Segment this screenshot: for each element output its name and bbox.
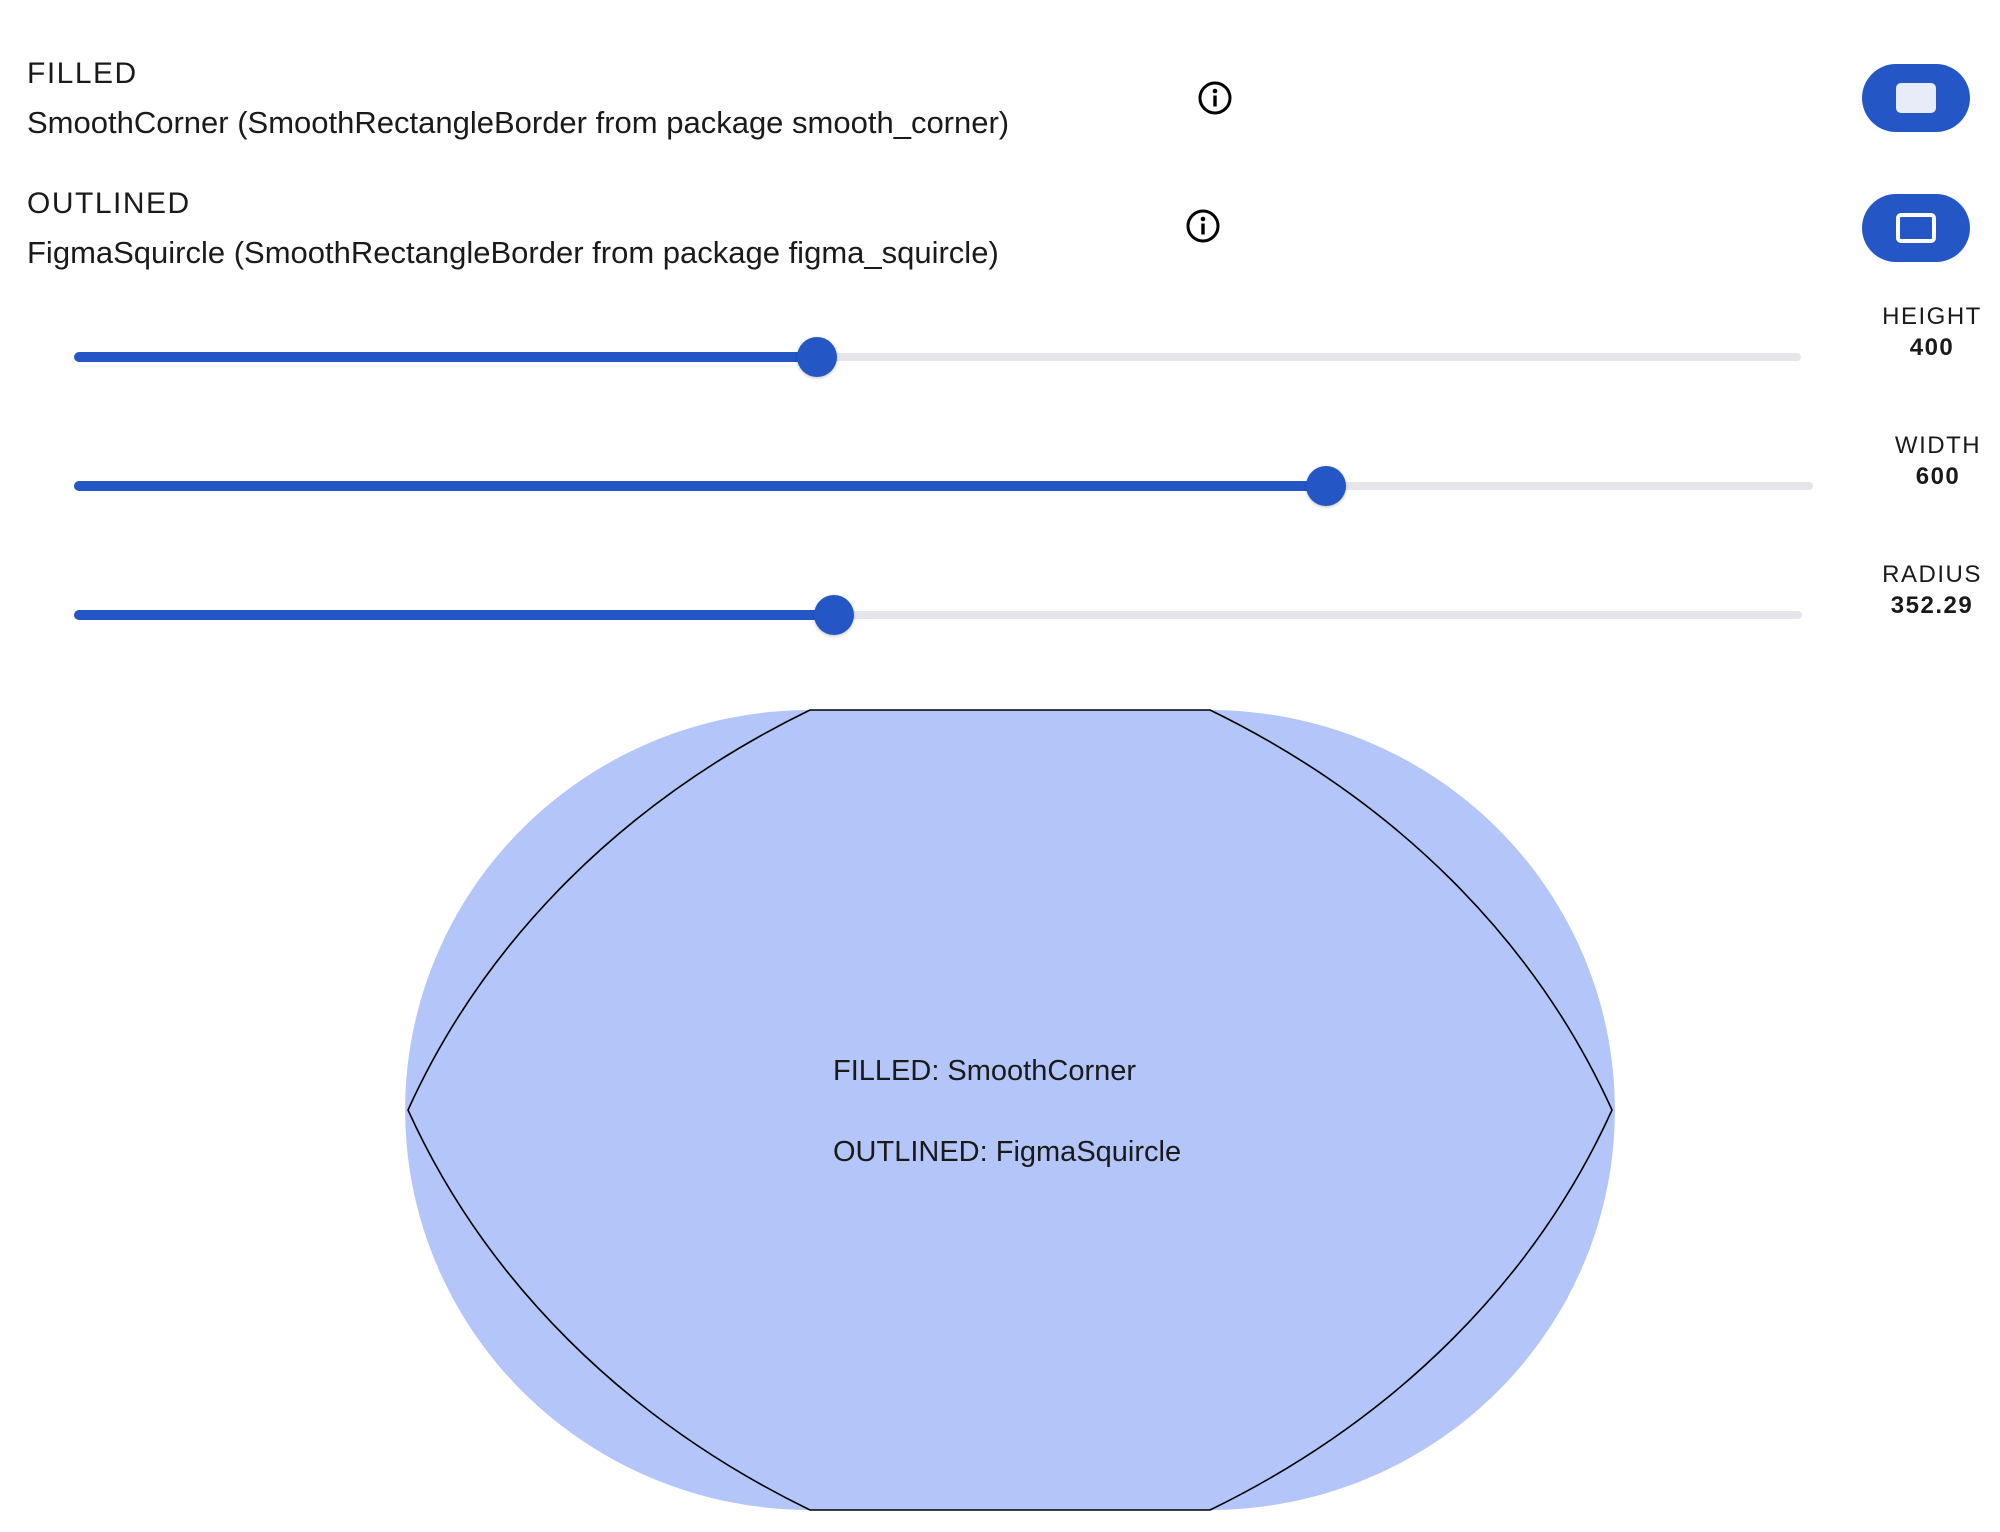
filled-label: FILLED bbox=[27, 57, 138, 90]
filled-toggle-button[interactable] bbox=[1862, 64, 1970, 132]
radius-caption: RADIUS 352.29 bbox=[1862, 560, 2000, 622]
width-label: WIDTH bbox=[1894, 432, 1982, 459]
radius-slider[interactable] bbox=[74, 595, 1802, 635]
width-caption: WIDTH 600 bbox=[1868, 431, 2000, 493]
filled-description: SmoothCorner (SmoothRectangleBorder from… bbox=[27, 105, 1010, 140]
filled-shape bbox=[405, 710, 1615, 1510]
outlined-shape bbox=[407, 709, 1613, 1511]
height-slider-track[interactable] bbox=[74, 353, 1801, 361]
radius-label: RADIUS bbox=[1882, 561, 1982, 588]
outlined-description: FigmaSquircle (SmoothRectangleBorder fro… bbox=[27, 235, 999, 270]
radius-slider-thumb[interactable] bbox=[814, 595, 855, 635]
outlined-toggle-button[interactable] bbox=[1862, 194, 1970, 262]
width-slider[interactable] bbox=[74, 466, 1813, 506]
height-label: HEIGHT bbox=[1882, 303, 1982, 330]
radius-slider-fill bbox=[74, 610, 835, 620]
height-slider-thumb[interactable] bbox=[796, 337, 837, 377]
height-slider[interactable] bbox=[74, 337, 1801, 377]
preview-outlined-label: OUTLINED: FigmaSquircle bbox=[833, 1136, 1182, 1168]
outlined-info-icon[interactable] bbox=[1185, 208, 1221, 244]
height-value: 400 bbox=[1909, 334, 1955, 361]
outlined-rectangle-icon bbox=[1896, 213, 1936, 243]
width-value: 600 bbox=[1915, 463, 1961, 490]
height-slider-fill bbox=[74, 352, 817, 362]
filled-info-icon[interactable] bbox=[1197, 80, 1233, 116]
filled-rectangle-icon bbox=[1896, 83, 1936, 113]
width-slider-thumb[interactable] bbox=[1306, 466, 1347, 506]
outlined-label: OUTLINED bbox=[27, 187, 191, 220]
radius-slider-track[interactable] bbox=[74, 611, 1802, 619]
preview-filled-label: FILLED: SmoothCorner bbox=[833, 1055, 1137, 1087]
width-slider-fill bbox=[74, 481, 1327, 491]
radius-value: 352.29 bbox=[1890, 592, 1974, 619]
height-caption: HEIGHT 400 bbox=[1862, 302, 2000, 364]
